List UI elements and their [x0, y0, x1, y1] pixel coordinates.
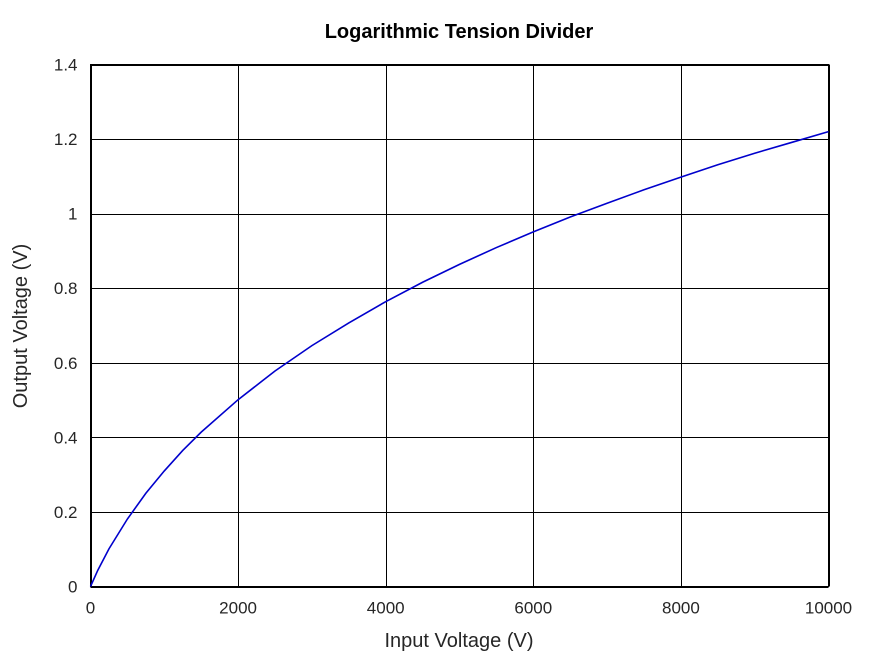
- series-layer: [89, 130, 829, 587]
- y-tick-label: 0: [68, 578, 77, 597]
- x-tick-label: 0: [86, 599, 95, 618]
- y-tick-label: 0.8: [54, 279, 78, 298]
- x-tick-label: 2000: [219, 599, 257, 618]
- y-tick-label: 0.4: [54, 428, 78, 447]
- y-axis-label: Output Voltage (V): [10, 244, 32, 409]
- y-tick-label: 1: [68, 205, 77, 224]
- x-axis-label: Input Voltage (V): [385, 630, 534, 652]
- x-tick-label: 6000: [514, 599, 552, 618]
- x-tick-label: 8000: [662, 599, 700, 618]
- x-tick-labels: 0 2000 4000 6000 8000 10000: [86, 599, 852, 618]
- y-tick-labels: 0 0.2 0.4 0.6 0.8 1 1.2 1.4: [54, 56, 78, 597]
- plot-frame: [90, 64, 829, 587]
- y-tick-label: 0.6: [54, 354, 78, 373]
- chart-title: Logarithmic Tension Divider: [325, 21, 594, 43]
- series-line: [89, 130, 829, 587]
- x-tick-label: 4000: [367, 599, 405, 618]
- y-tick-label: 0.2: [54, 503, 78, 522]
- y-tick-label: 1.2: [54, 130, 78, 149]
- grid: [90, 64, 830, 588]
- y-tick-label: 1.4: [54, 56, 78, 75]
- x-tick-label: 10000: [805, 599, 852, 618]
